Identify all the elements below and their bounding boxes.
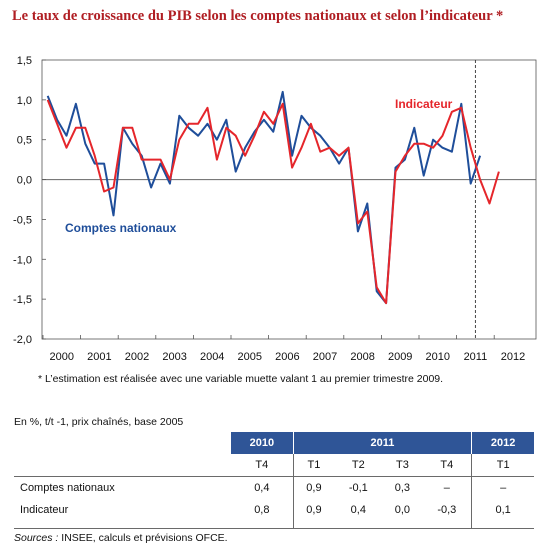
y-tick-label: 0,0 xyxy=(17,175,32,187)
table-cell: 0,4 xyxy=(350,504,366,516)
x-tick-label: 2003 xyxy=(162,351,186,363)
year-header-2012: 2012 xyxy=(471,432,534,454)
table-cell: 0,0 xyxy=(394,504,411,516)
x-tick-label: 2010 xyxy=(426,351,450,363)
table-cell: -0,3 xyxy=(422,499,473,524)
chart-title: Le taux de croissance du PIB selon les c… xyxy=(12,8,504,24)
comptes-nationaux-series-label: Comptes nationaux xyxy=(65,221,177,235)
quarter-header: T4 xyxy=(231,454,294,477)
table-cell: – xyxy=(422,476,473,499)
comptes-nationaux-line xyxy=(46,90,482,305)
table-row: Comptes nationaux 0,4 0,9 -0,1 0,3 – – xyxy=(14,476,534,499)
x-tick-label: 2012 xyxy=(501,351,525,363)
table-cell: 0,9 xyxy=(306,482,322,494)
y-tick-label: -2,0 xyxy=(13,334,32,346)
indicateur-line xyxy=(46,99,500,305)
sources-line: Sources : INSEE, calculs et prévisions O… xyxy=(14,532,228,544)
year-header-row: 2010 2011 2012 xyxy=(14,432,534,454)
line-chart: 1,5 1,0 0,5 0,0 -0,5 -1,0 -1,5 -2,0 2000 2001 200… xyxy=(13,55,537,363)
x-tick-label: 2009 xyxy=(388,351,412,363)
table-cell: 0,9 xyxy=(306,504,322,516)
sources-label: Sources : xyxy=(14,532,59,544)
table-cell: 0,3 xyxy=(394,482,411,494)
row-label: Comptes nationaux xyxy=(20,482,115,494)
x-tick-label: 2005 xyxy=(238,351,262,363)
y-tick-label: -0,5 xyxy=(13,214,32,226)
y-tick-label: 1,0 xyxy=(17,95,32,107)
table-cell: 0,8 xyxy=(231,499,294,524)
x-tick-label: 2000 xyxy=(50,351,74,363)
table-cell: -0,1 xyxy=(348,482,368,494)
forecast-table: 2010 2011 2012 T4 T1 T2 T3 T4 T1 Comptes… xyxy=(14,432,534,529)
quarter-header: T3 xyxy=(382,454,423,477)
x-tick-label: 2007 xyxy=(313,351,337,363)
sources-text: INSEE, calculs et prévisions OFCE. xyxy=(58,532,228,544)
x-tick-label: 2001 xyxy=(87,351,111,363)
x-tick-label: 2002 xyxy=(125,351,149,363)
quarter-header: T4 xyxy=(422,454,473,477)
year-header-2011: 2011 xyxy=(293,432,473,454)
plot-frame xyxy=(41,59,537,340)
year-header-2010: 2010 xyxy=(231,432,294,454)
x-tick-label: 2011 xyxy=(464,351,488,363)
table-cell: – xyxy=(500,482,507,494)
table-cell: 0,1 xyxy=(495,504,511,516)
x-tick-label: 2006 xyxy=(275,351,299,363)
table-row: Indicateur 0,8 0,9 0,4 0,0 -0,3 0,1 xyxy=(14,499,534,524)
x-tick-label: 2004 xyxy=(200,351,224,363)
quarter-header: T1 xyxy=(293,454,335,477)
table-unit-caption: En %, t/t -1, prix chaînés, base 2005 xyxy=(14,416,184,428)
y-tick-label: -1,0 xyxy=(13,254,32,266)
table-bottom-rule xyxy=(14,524,534,529)
y-tick-label: 1,5 xyxy=(17,55,32,67)
y-tick-label: 0,5 xyxy=(17,135,32,147)
quarter-header-row: T4 T1 T2 T3 T4 T1 xyxy=(14,454,534,477)
quarter-header: T1 xyxy=(471,454,534,477)
y-tick-label: -1,5 xyxy=(13,294,32,306)
x-tick-label: 2008 xyxy=(350,351,374,363)
row-label: Indicateur xyxy=(20,504,69,516)
table-cell: 0,4 xyxy=(231,476,294,499)
indicateur-series-label: Indicateur xyxy=(395,97,453,111)
quarter-header: T2 xyxy=(334,454,383,477)
footnote: * L’estimation est réalisée avec une var… xyxy=(38,373,444,385)
